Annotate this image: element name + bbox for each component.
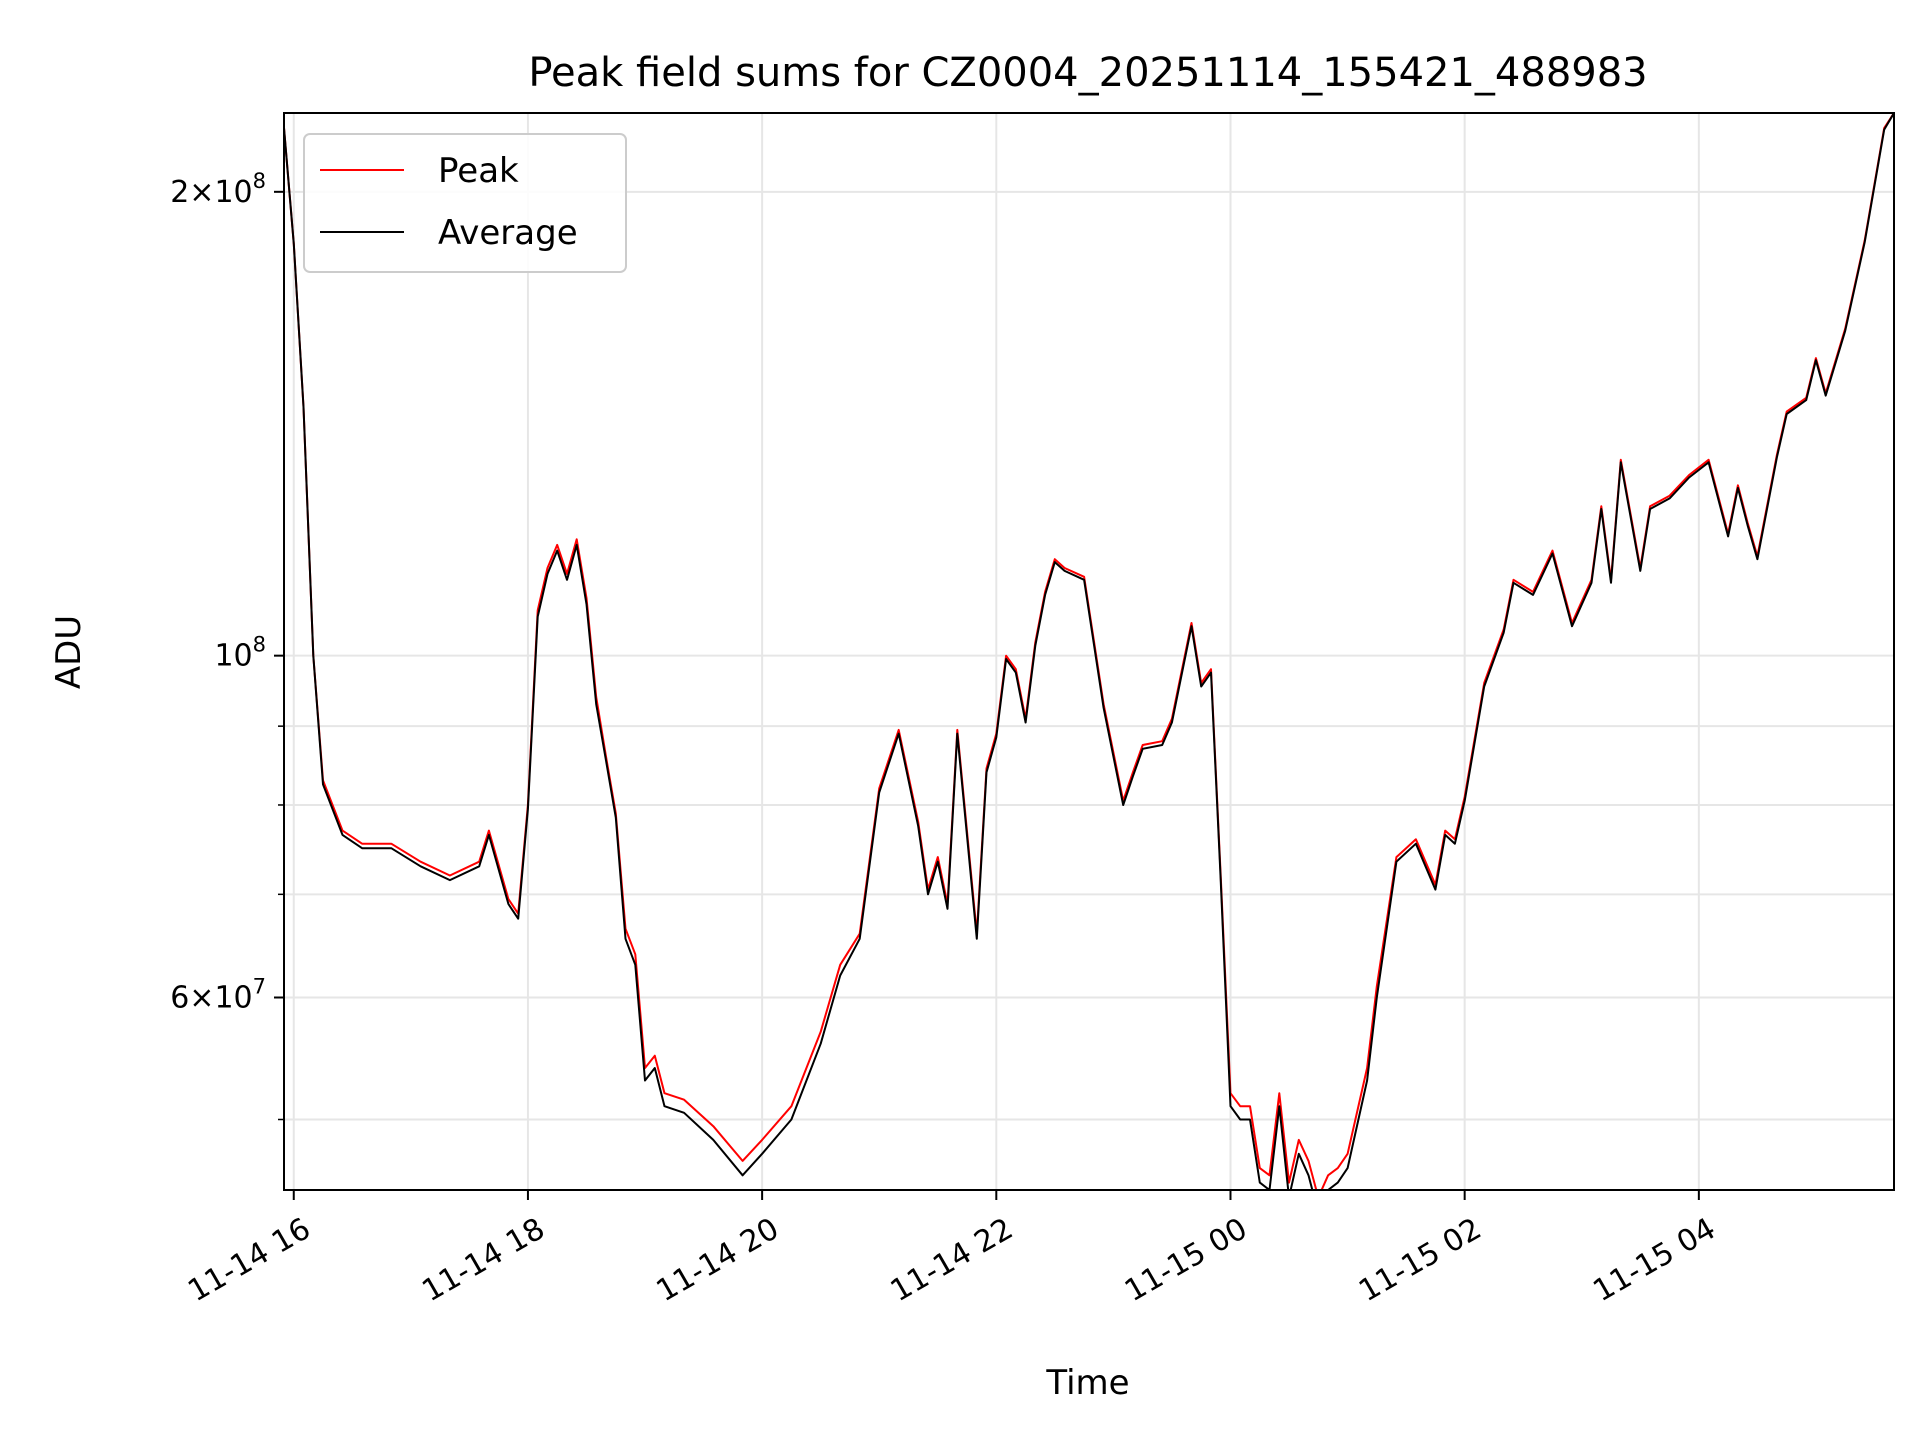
legend-box [303,133,627,273]
plot-frame [283,112,1895,1191]
plot-lines [284,113,1894,1190]
x-axis-label: Time [1045,1363,1129,1403]
y-tick-label: 6×107 [170,974,266,1015]
y-tick-label: 108 [214,633,266,674]
y-axis-label: ADU [49,615,89,689]
y-tick-label: 2×108 [170,169,266,210]
chart-title: Peak field sums for CZ0004_20251114_1554… [528,50,1647,96]
legend-label-average: Average [438,213,578,253]
series-line-average [284,113,1894,1190]
legend: Peak Average [303,133,627,273]
y-axis: 2×108 108 6×107 [170,169,284,1121]
legend-label-peak: Peak [438,151,519,191]
